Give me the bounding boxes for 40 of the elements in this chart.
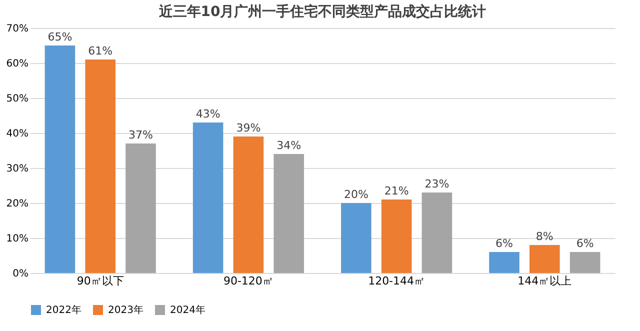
bar — [126, 144, 156, 273]
bar — [530, 245, 560, 273]
x-tick-label: 144㎡以上 — [518, 274, 572, 288]
bar — [85, 60, 116, 273]
x-tick-label: 90㎡以下 — [76, 274, 124, 288]
bar — [489, 252, 520, 273]
data-label: 34% — [276, 139, 302, 152]
legend-label: 2023年 — [108, 304, 144, 316]
y-tick-label: 40% — [6, 128, 28, 140]
data-label: 39% — [236, 122, 261, 134]
data-label: 43% — [196, 108, 220, 120]
y-tick-label: 10% — [6, 234, 28, 244]
bar — [274, 154, 304, 273]
y-tick-label: 30% — [6, 164, 28, 174]
y-tick-label: 20% — [6, 198, 28, 210]
bar — [192, 122, 224, 273]
data-label: 37% — [128, 128, 153, 142]
x-tick-label: 120-144㎡ — [368, 274, 426, 288]
data-label: 6% — [496, 237, 513, 250]
bar — [422, 192, 452, 273]
data-label: 61% — [88, 44, 113, 58]
data-label: 8% — [536, 230, 554, 243]
legend-label: 2024年 — [170, 304, 206, 316]
data-label: 20% — [344, 188, 368, 201]
y-tick-label: 50% — [6, 94, 28, 104]
data-label: 6% — [576, 237, 594, 250]
y-tick-label: 60% — [6, 58, 28, 70]
bar — [341, 203, 372, 273]
y-tick-label: 70% — [6, 24, 28, 34]
bar — [44, 46, 76, 273]
data-label: 21% — [384, 184, 409, 198]
bar — [570, 252, 600, 273]
chart-title: 近三年10月广州一手住宅不同类型产品成交占比统计 — [158, 3, 486, 20]
data-label: 23% — [424, 178, 450, 190]
y-tick-label: 0% — [12, 268, 28, 280]
x-tick-label: 90-120㎡ — [223, 274, 274, 288]
data-label: 65% — [48, 30, 72, 44]
bar — [381, 200, 412, 273]
bar — [233, 136, 264, 273]
legend-label: 2022年 — [46, 304, 82, 316]
